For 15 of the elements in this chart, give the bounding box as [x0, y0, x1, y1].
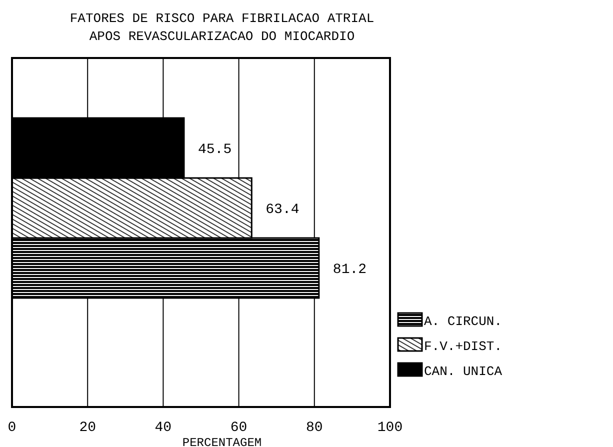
- chart-subtitle: APOS REVASCULARIZACAO DO MIOCARDIO: [89, 29, 355, 44]
- data-label: 63.4: [266, 202, 300, 218]
- chart-title: FATORES DE RISCO PARA FIBRILACAO ATRIAL: [70, 11, 374, 26]
- legend-label: CAN. UNICA: [424, 364, 502, 379]
- x-tick-label: 0: [8, 420, 16, 436]
- legend-label: A. CIRCUN.: [424, 314, 502, 329]
- legend-label: F.V.+DIST.: [424, 339, 502, 354]
- x-tick-label: 100: [377, 420, 403, 436]
- data-label: 45.5: [198, 142, 232, 158]
- x-axis-title: PERCENTAGEM: [182, 436, 262, 447]
- data-label: 81.2: [332, 262, 367, 278]
- x-tick-label: 40: [154, 420, 172, 436]
- x-tick-label: 80: [306, 420, 323, 436]
- x-tick-label: 20: [79, 420, 96, 436]
- x-tick-label: 60: [230, 420, 248, 436]
